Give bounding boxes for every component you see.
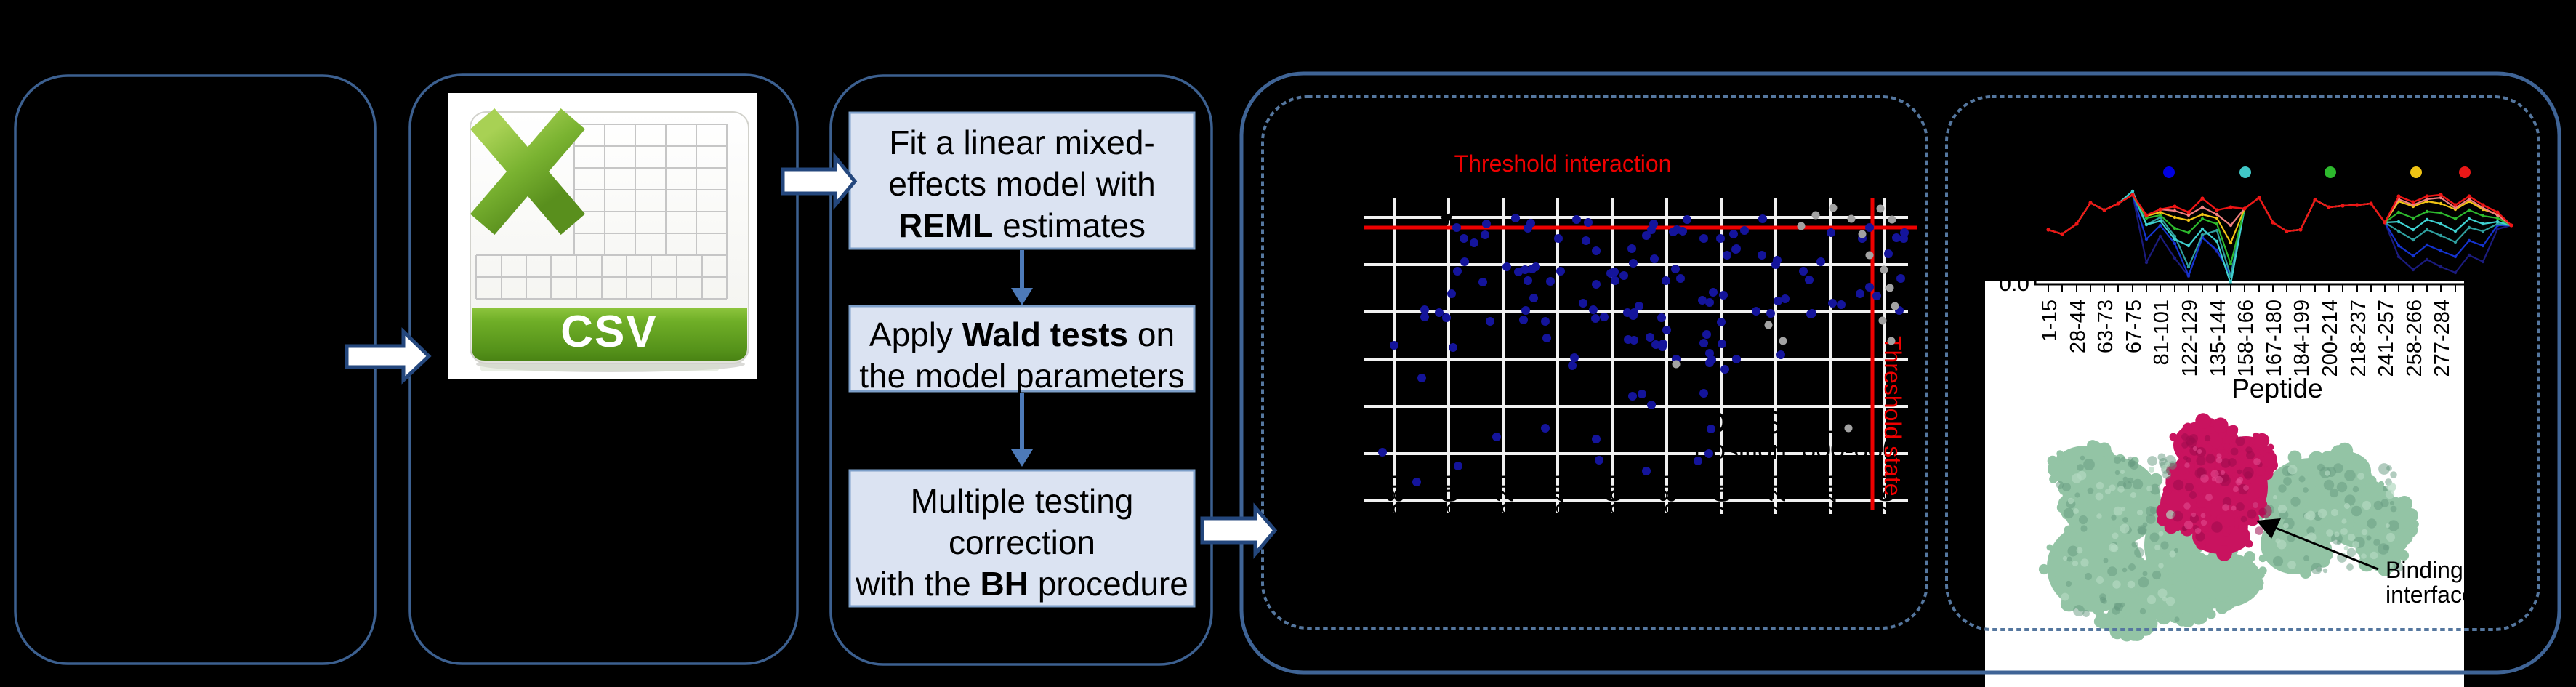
svg-text:158-166: 158-166 — [2234, 300, 2258, 377]
svg-text:640: 640 — [1545, 475, 1573, 516]
svg-text:218-237: 218-237 — [2347, 300, 2370, 377]
svg-text:0.0: 0.0 — [1999, 272, 2029, 296]
svg-text:Binding: Binding — [2386, 557, 2463, 583]
svg-text:Multiple testing: Multiple testing — [911, 482, 1134, 520]
svg-text:580: 580 — [1382, 475, 1409, 516]
svg-text:760: 760 — [1872, 475, 1900, 516]
svg-text:1-15: 1-15 — [2038, 300, 2061, 342]
svg-text:with the BH procedure: with the BH procedure — [855, 565, 1188, 603]
svg-text:S: S — [1762, 405, 1783, 441]
svg-text:600: 600 — [1436, 475, 1464, 516]
svg-text:700: 700 — [1709, 475, 1736, 516]
svg-text:Fit a linear mixed-: Fit a linear mixed- — [889, 124, 1155, 161]
svg-text:660: 660 — [1600, 475, 1627, 516]
svg-text:CSV: CSV — [560, 307, 657, 357]
svg-text:Apply Wald tests on: Apply Wald tests on — [869, 316, 1175, 353]
svg-text:680: 680 — [1654, 475, 1682, 516]
svg-text:167-180: 167-180 — [2263, 300, 2286, 377]
svg-text:effects model with: effects model with — [888, 165, 1155, 203]
svg-text:740: 740 — [1818, 475, 1846, 516]
svg-text:D: D — [1704, 405, 1727, 441]
svg-text:Threshold state: Threshold state — [1880, 336, 1906, 497]
svg-text:184-199: 184-199 — [2290, 300, 2314, 377]
svg-text:241-257: 241-257 — [2375, 300, 2398, 377]
svg-text:L: L — [1816, 405, 1833, 441]
svg-text:REML estimates: REML estimates — [898, 206, 1146, 244]
svg-text:Threshold interaction: Threshold interaction — [1454, 150, 1672, 177]
svg-text:81-101: 81-101 — [2150, 300, 2173, 365]
svg-text:67-75: 67-75 — [2122, 300, 2146, 353]
svg-text:63-73: 63-73 — [2094, 300, 2117, 353]
svg-text:258-266: 258-266 — [2403, 300, 2426, 377]
svg-text:620: 620 — [1491, 475, 1518, 516]
svg-text:200-214: 200-214 — [2319, 300, 2342, 377]
svg-text:the model parameters: the model parameters — [859, 357, 1184, 395]
svg-text:interface: interface — [2386, 582, 2475, 608]
svg-text:28-44: 28-44 — [2066, 300, 2090, 353]
svg-text:720: 720 — [1763, 475, 1791, 516]
svg-text:135-144: 135-144 — [2207, 300, 2230, 377]
svg-text:Peptide: Peptide — [2231, 374, 2323, 403]
svg-text:277-284: 277-284 — [2431, 300, 2454, 377]
svg-text:correction: correction — [949, 523, 1095, 561]
svg-text:Position: 600-660: Position: 600-660 — [1694, 435, 1897, 465]
svg-text:122-129: 122-129 — [2178, 300, 2202, 377]
